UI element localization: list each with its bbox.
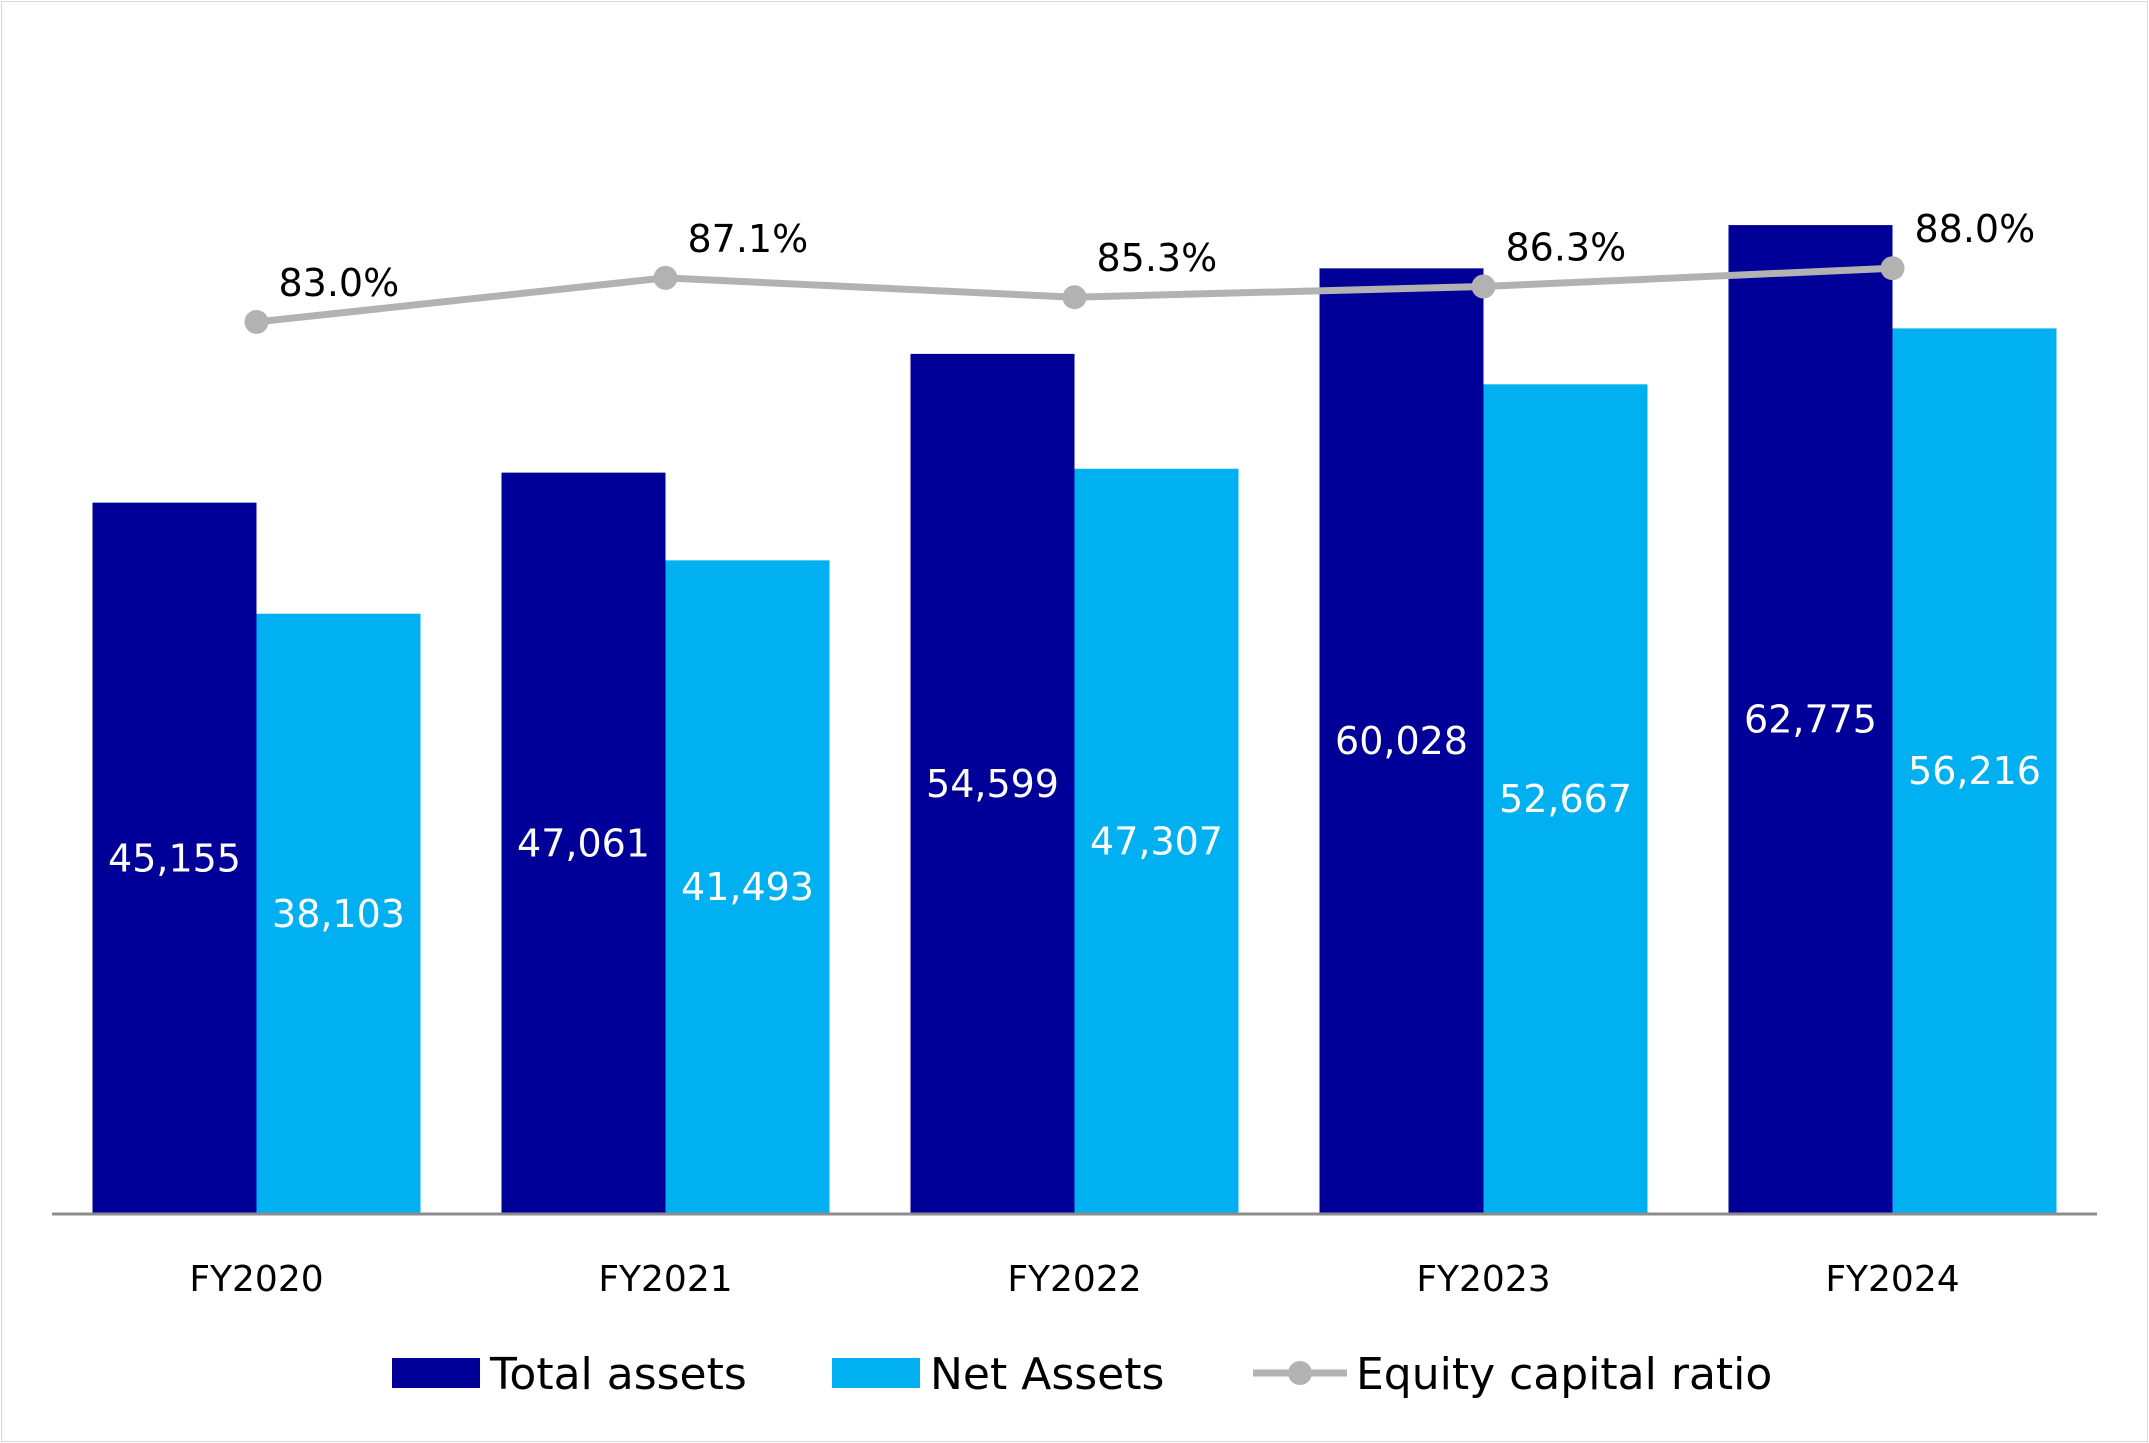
bar-total-assets bbox=[501, 472, 666, 1215]
bar-net-assets bbox=[665, 560, 830, 1214]
data-label-net-assets: 41,493 bbox=[681, 865, 814, 909]
bar-total-assets bbox=[92, 502, 257, 1214]
data-label-total-assets: 45,155 bbox=[108, 836, 241, 880]
bar-net-assets bbox=[1892, 328, 2057, 1214]
x-tick-label: FY2020 bbox=[189, 1259, 323, 1300]
data-label-total-assets: 62,775 bbox=[1744, 698, 1877, 742]
labels-layer: 45,155 38,103 FY2020 47,061 41,493 FY2021 54,5… bbox=[108, 207, 2041, 1300]
data-label-net-assets: 38,103 bbox=[272, 892, 405, 936]
legend-label-equity-capital-ratio: Equity capital ratio bbox=[1356, 1349, 1772, 1400]
bar-total-assets bbox=[1319, 268, 1484, 1215]
x-tick-label: FY2022 bbox=[1007, 1259, 1141, 1300]
data-label-equity-capital-ratio: 87.1% bbox=[688, 217, 809, 261]
ratio-line-layer bbox=[244, 256, 1905, 334]
legend-label-total-assets: Total assets bbox=[489, 1349, 747, 1400]
legend-marker-equity-capital-ratio bbox=[1288, 1361, 1312, 1385]
bar-net-assets bbox=[1483, 384, 1648, 1214]
bar-net-assets bbox=[1074, 468, 1239, 1214]
data-label-net-assets: 52,667 bbox=[1499, 777, 1632, 821]
ratio-point bbox=[1471, 274, 1496, 299]
data-label-net-assets: 47,307 bbox=[1090, 819, 1223, 863]
data-label-equity-capital-ratio: 85.3% bbox=[1097, 236, 1218, 280]
legend-swatch-net-assets bbox=[832, 1358, 920, 1388]
ratio-point bbox=[244, 309, 269, 334]
bar-net-assets bbox=[256, 613, 421, 1214]
x-tick-label: FY2024 bbox=[1825, 1259, 1959, 1300]
x-tick-label: FY2021 bbox=[598, 1259, 732, 1300]
ratio-point bbox=[1880, 256, 1905, 281]
data-label-total-assets: 47,061 bbox=[517, 821, 650, 865]
ratio-point bbox=[1062, 285, 1087, 310]
bar-total-assets bbox=[910, 353, 1075, 1214]
data-label-total-assets: 54,599 bbox=[926, 762, 1059, 806]
data-label-equity-capital-ratio: 88.0% bbox=[1915, 207, 2036, 251]
data-label-equity-capital-ratio: 86.3% bbox=[1506, 225, 1627, 269]
ratio-point bbox=[653, 265, 678, 290]
x-tick-label: FY2023 bbox=[1416, 1259, 1550, 1300]
bars-layer bbox=[92, 225, 2057, 1215]
data-label-equity-capital-ratio: 83.0% bbox=[279, 261, 400, 305]
legend-swatch-total-assets bbox=[392, 1358, 480, 1388]
legend: Total assets Net Assets Equity capital rat… bbox=[392, 1349, 1772, 1400]
data-label-net-assets: 56,216 bbox=[1908, 749, 2041, 793]
data-label-total-assets: 60,028 bbox=[1335, 719, 1468, 763]
legend-label-net-assets: Net Assets bbox=[930, 1349, 1164, 1400]
bar-total-assets bbox=[1728, 225, 1893, 1215]
